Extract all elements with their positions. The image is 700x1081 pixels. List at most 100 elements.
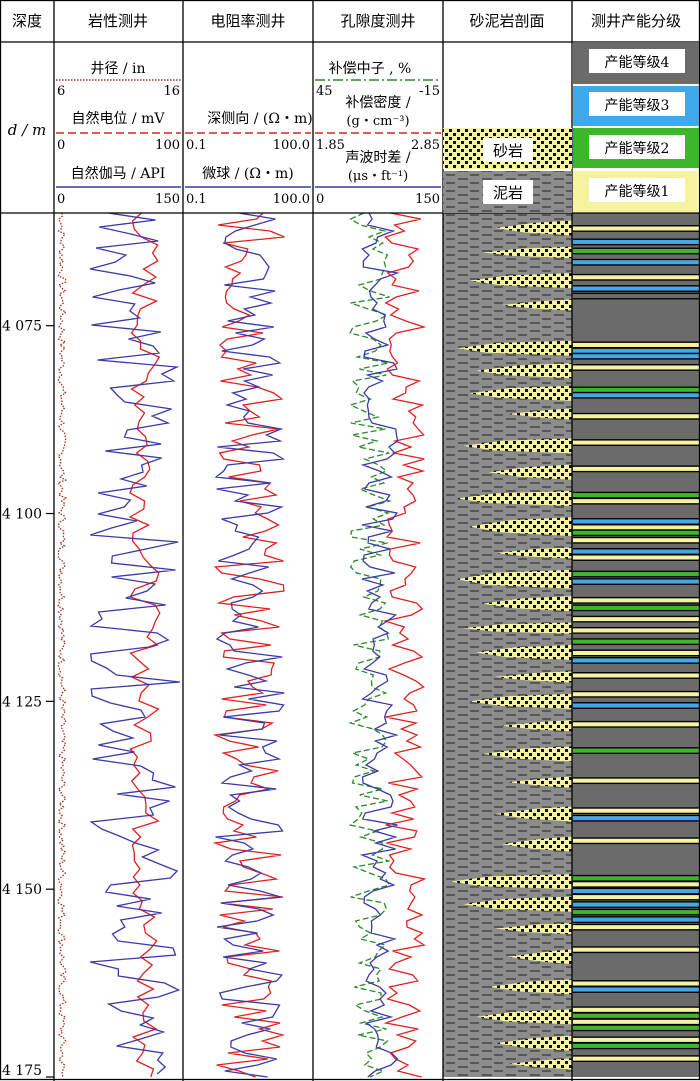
grade-band bbox=[573, 538, 699, 543]
grade-band-edge bbox=[573, 812, 699, 815]
grade-band-edge bbox=[573, 1036, 699, 1038]
cnl-min: 45 bbox=[316, 84, 333, 99]
depth-tick-label: 4 150 bbox=[2, 882, 42, 898]
grade-band bbox=[573, 519, 699, 524]
grade-band-edge bbox=[573, 1029, 699, 1032]
grade-band bbox=[573, 722, 699, 727]
grade-band bbox=[573, 530, 699, 535]
grade-band-edge bbox=[573, 1018, 699, 1020]
grade-band bbox=[573, 692, 699, 697]
caliper-label: 井径 / in bbox=[90, 61, 145, 77]
column-titles: 深度 岩性测井 电阻率测井 孔隙度测井 砂泥岩剖面 测井产能分级 bbox=[12, 12, 681, 30]
mudstone-legend-box bbox=[483, 180, 533, 204]
grade-band-edge bbox=[573, 609, 699, 612]
grade-band-edge bbox=[573, 1060, 699, 1063]
grade-band bbox=[573, 876, 699, 881]
grade-band-edge bbox=[573, 820, 699, 822]
sandstone-bed bbox=[482, 246, 572, 259]
sandstone-bed bbox=[476, 645, 572, 661]
grade-band-edge bbox=[573, 899, 699, 901]
grade-band-edge bbox=[573, 662, 699, 664]
sandstone-bed bbox=[495, 922, 572, 935]
grade-band bbox=[573, 1007, 699, 1012]
grade-band bbox=[573, 1013, 699, 1018]
sandstone-bed bbox=[495, 671, 572, 683]
grade-band-edge bbox=[573, 238, 699, 240]
grade-band-edge bbox=[573, 285, 699, 287]
depth-tick-label: 4 075 bbox=[2, 319, 42, 335]
grade-band bbox=[573, 673, 699, 678]
grade-band bbox=[573, 354, 699, 359]
sandstone-bed bbox=[456, 569, 572, 589]
grade-band bbox=[573, 981, 699, 986]
den-curve bbox=[382, 212, 427, 1078]
sandstone-bed bbox=[495, 1035, 572, 1051]
grade-band-edge bbox=[573, 837, 699, 839]
grade-band-edge bbox=[573, 264, 699, 266]
sandstone-bed bbox=[476, 1009, 572, 1025]
cnl-curve bbox=[348, 212, 392, 1078]
grade-band-edge bbox=[573, 290, 699, 292]
grade-band-edge bbox=[573, 470, 699, 473]
grade-band-edge bbox=[573, 536, 699, 539]
grade-band-edge bbox=[573, 1047, 699, 1050]
grade-band-edge bbox=[573, 391, 699, 394]
sandstone-bed bbox=[469, 517, 572, 537]
msfl-curve bbox=[214, 212, 286, 1078]
grade-band bbox=[573, 838, 699, 843]
grade-band bbox=[573, 605, 699, 610]
grade1-legend-label: 产能等级1 bbox=[605, 183, 670, 200]
sandstone-legend-box bbox=[483, 138, 533, 162]
grade-band bbox=[573, 808, 699, 813]
grade-band bbox=[573, 628, 699, 633]
grade-band-edge bbox=[573, 439, 699, 441]
grade3-legend-label: 产能等级3 bbox=[605, 97, 670, 114]
grade-band-edge bbox=[573, 418, 699, 420]
grade-band bbox=[573, 947, 699, 952]
grade-band-edge bbox=[573, 921, 699, 924]
title-lithology-log: 岩性测井 bbox=[88, 12, 148, 30]
grade-band-edge bbox=[573, 578, 699, 580]
sandstone-bed bbox=[495, 547, 572, 559]
grade-band-edge bbox=[573, 412, 699, 415]
grade-band-edge bbox=[573, 529, 699, 531]
grade-band-edge bbox=[573, 1024, 699, 1026]
sandstone-beds bbox=[450, 220, 572, 1070]
sandstone-bed bbox=[482, 596, 572, 612]
grade-band-edge bbox=[573, 247, 699, 249]
grade4-legend-label: 产能等级4 bbox=[605, 54, 670, 71]
grade-band-edge bbox=[573, 225, 699, 227]
grade-band-edge bbox=[573, 542, 699, 544]
sandstone-bed bbox=[508, 408, 572, 420]
grade-band-edge bbox=[573, 230, 699, 232]
grade-band-edge bbox=[573, 386, 699, 388]
grade-band bbox=[573, 549, 699, 554]
log-curves bbox=[56, 212, 427, 1078]
grade-band bbox=[573, 639, 699, 644]
grade-band bbox=[573, 555, 699, 560]
grade-band-edge bbox=[573, 991, 699, 993]
gr-label: 自然伽马 / API bbox=[71, 165, 166, 182]
grade-band-edge bbox=[573, 602, 699, 604]
grade-band bbox=[573, 388, 699, 393]
title-lithology-section: 砂泥岩剖面 bbox=[469, 12, 544, 30]
grade-band-edge bbox=[573, 615, 699, 618]
grade-band bbox=[573, 393, 699, 398]
sp-max: 100 bbox=[155, 138, 180, 153]
grade-band bbox=[573, 658, 699, 663]
grade-band-edge bbox=[573, 672, 699, 674]
lld-curve bbox=[212, 212, 286, 1078]
caliper-max: 16 bbox=[163, 84, 180, 99]
grade-band bbox=[573, 240, 699, 245]
grade-band-edge bbox=[573, 298, 699, 300]
sandstone-bed bbox=[463, 896, 572, 912]
grade-band-edge bbox=[573, 946, 699, 948]
lld-max: 100.0 bbox=[273, 138, 310, 153]
grade-band bbox=[573, 895, 699, 900]
grade-band-edge bbox=[573, 782, 699, 785]
gr-max: 150 bbox=[155, 192, 180, 207]
grade-band bbox=[573, 925, 699, 930]
grade-band bbox=[573, 778, 699, 783]
mudstone-legend-label: 泥岩 bbox=[493, 184, 523, 202]
